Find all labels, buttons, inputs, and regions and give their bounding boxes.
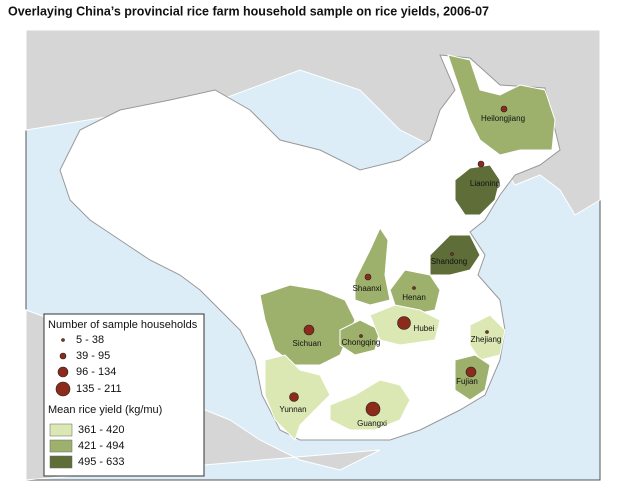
legend: Number of sample households 5 - 38 39 - … xyxy=(43,313,205,477)
province-label: Hubei xyxy=(414,324,435,333)
legend-title: Mean rice yield (kg/mu) xyxy=(48,404,162,416)
sample-dot xyxy=(450,252,454,256)
province-label: Liaoning xyxy=(470,179,500,188)
sample-dot xyxy=(500,105,508,113)
province-label: Zhejiang xyxy=(471,335,502,344)
legend-label: 96 - 134 xyxy=(76,366,116,378)
province-label: Shaanxi xyxy=(353,284,382,293)
sample-dot xyxy=(465,366,477,378)
province xyxy=(469,314,506,361)
sample-dot xyxy=(412,286,416,290)
province-label: Shandong xyxy=(431,257,467,266)
sample-dot xyxy=(303,324,315,336)
province xyxy=(454,354,491,401)
province xyxy=(339,319,381,356)
province-label: Chongqing xyxy=(342,338,381,347)
legend-swatch xyxy=(49,455,73,469)
province-label: Yunnan xyxy=(279,405,306,414)
province-label: Heilongjiang xyxy=(481,114,525,123)
legend-label: 361 - 420 xyxy=(78,424,124,436)
province xyxy=(429,234,481,276)
sample-dot xyxy=(289,392,299,402)
legend-label: 135 - 211 xyxy=(76,383,122,395)
legend-title: Number of sample households xyxy=(48,319,198,331)
provinces: Heilongjiang Liaoning Shandong Shaanxi H… xyxy=(259,54,556,441)
legend-symbol xyxy=(55,381,71,397)
legend-label: 39 - 95 xyxy=(76,350,110,362)
sample-dot xyxy=(485,330,489,334)
province-label: Henan xyxy=(402,293,426,302)
sample-dot xyxy=(364,273,372,281)
legend-symbol xyxy=(57,366,69,378)
province-label: Fujian xyxy=(456,377,478,386)
province-label: Guangxi xyxy=(357,419,387,428)
legend-label: 495 - 633 xyxy=(78,456,124,468)
province xyxy=(354,226,391,306)
sample-dot xyxy=(365,401,381,417)
china-land xyxy=(59,54,561,441)
legend-symbol xyxy=(61,338,65,342)
legend-swatch xyxy=(49,423,73,437)
province xyxy=(454,164,501,216)
map-title: Overlaying China’s provincial rice farm … xyxy=(8,4,489,18)
province xyxy=(447,54,556,156)
legend-swatch xyxy=(49,439,73,453)
legend-label: 5 - 38 xyxy=(76,334,104,346)
sample-dot xyxy=(397,316,411,330)
legend-symbol xyxy=(59,352,67,360)
legend-label: 421 - 494 xyxy=(78,440,124,452)
sample-dot xyxy=(477,160,485,168)
sample-dot xyxy=(359,334,363,338)
province-label: Sichuan xyxy=(293,339,322,348)
